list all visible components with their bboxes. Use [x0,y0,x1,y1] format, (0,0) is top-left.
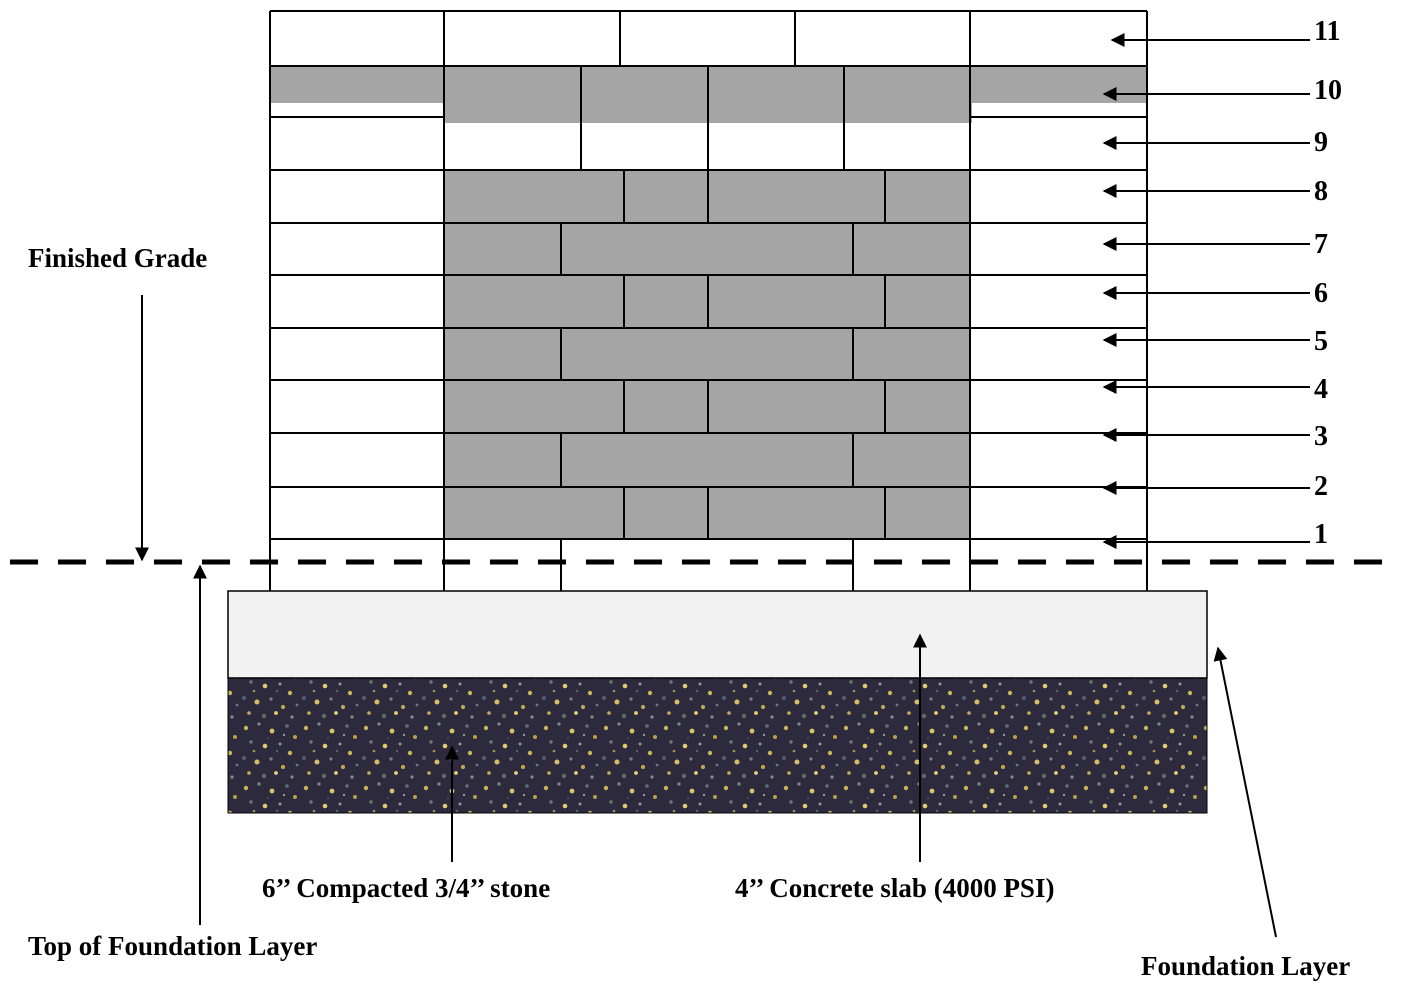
course-number: 3 [1314,421,1328,452]
course-number: 6 [1314,278,1328,309]
top-of-foundation-label: Top of Foundation Layer [28,931,317,961]
course-number: 5 [1314,326,1328,357]
callout-arrows [135,295,1277,938]
course-arrows [1102,33,1310,549]
course-numbers: 11 10 9 8 7 6 5 4 3 2 1 [1314,16,1342,550]
foundation-layer-label: Foundation Layer [1141,951,1350,981]
course-number: 4 [1314,374,1328,405]
block-wall [269,10,1148,591]
course-number: 10 [1314,75,1342,106]
course-number: 1 [1314,519,1328,550]
gravel-base [227,677,1208,814]
concrete-slab [227,590,1208,679]
stone-label: 6’’ Compacted 3/4’’ stone [262,873,550,903]
course-number: 7 [1314,229,1328,260]
slab-label: 4’’ Concrete slab (4000 PSI) [735,873,1054,903]
foundation-layer-arrow [1213,646,1277,938]
course-number: 11 [1314,16,1340,47]
course-number: 8 [1314,176,1328,207]
finished-grade-label: Finished Grade [28,243,207,273]
course-number: 2 [1314,471,1328,502]
course-number: 9 [1314,127,1328,158]
foundation-layer [227,590,1208,814]
wall-shading [270,66,1147,539]
